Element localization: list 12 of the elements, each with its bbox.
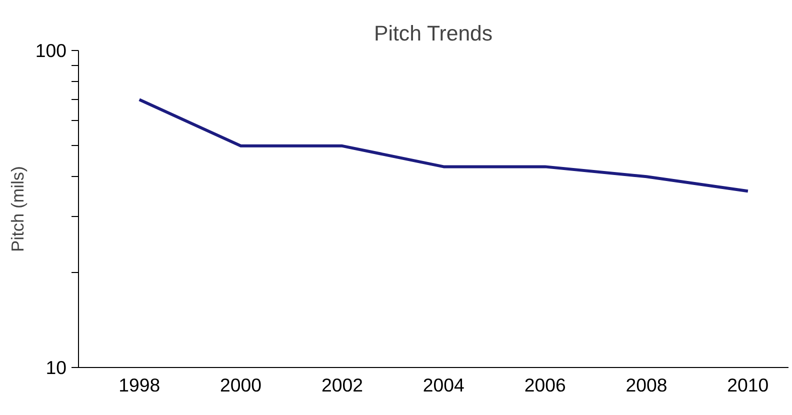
y-axis-title: Pitch (mils)	[7, 166, 28, 252]
x-tick-label: 2000	[220, 374, 262, 396]
line-series	[138, 98, 750, 193]
x-tick-label: 2008	[626, 374, 668, 396]
y-tick-label: 10	[46, 357, 67, 378]
x-tick-label: 1998	[118, 374, 160, 396]
x-tick-label: 2006	[524, 374, 566, 396]
x-tick-label: 2010	[727, 374, 769, 396]
x-tick-label: 2004	[422, 374, 464, 396]
chart-title: Pitch Trends	[374, 22, 493, 46]
y-tick-label: 100	[35, 40, 67, 61]
x-tick-label: 2002	[321, 374, 363, 396]
